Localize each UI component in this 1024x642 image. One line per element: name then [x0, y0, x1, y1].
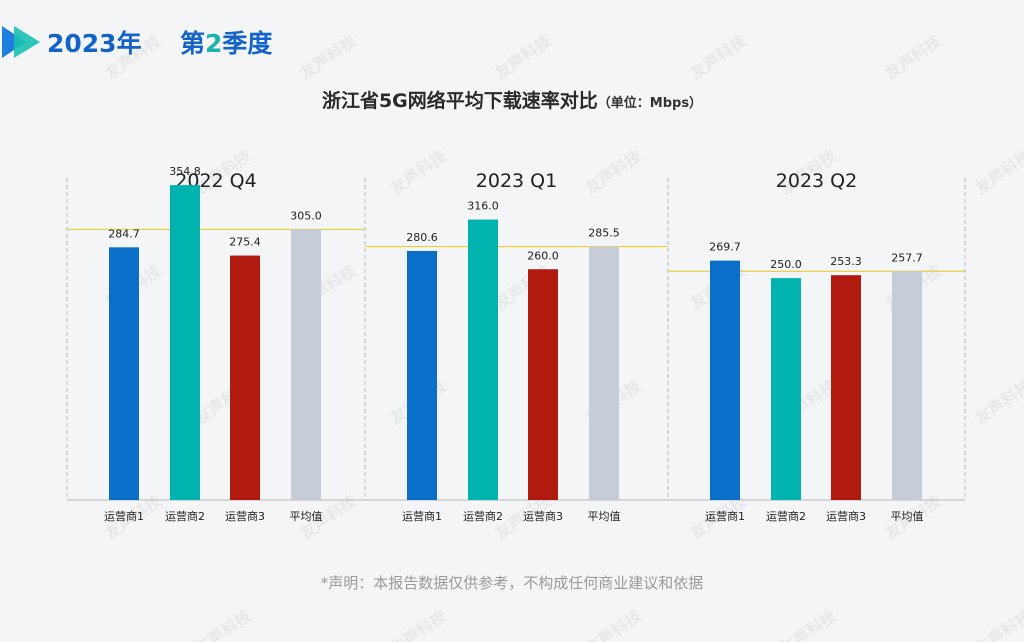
category-label: 运营商3: [826, 509, 866, 523]
category-label: 平均值: [290, 510, 323, 523]
category-label: 运营商1: [104, 509, 144, 523]
bar-value-label: 316.0: [467, 200, 499, 213]
bar-value-label: 305.0: [290, 209, 322, 222]
bar-value-label: 284.7: [108, 227, 140, 240]
bar-value-label: 250.0: [770, 258, 802, 271]
bar-value-label: 269.7: [709, 241, 741, 254]
bar-value-label: 257.7: [891, 251, 923, 264]
bar-4: [892, 271, 922, 500]
category-label: 运营商3: [523, 509, 563, 523]
chart-title: 浙江省5G网络平均下载速率对比（单位：Mbps）: [0, 86, 1024, 113]
quarter-number: 2: [205, 29, 223, 58]
bar-value-label: 275.4: [229, 236, 261, 249]
category-label: 平均值: [891, 510, 924, 523]
category-label: 运营商1: [705, 509, 745, 523]
category-label: 平均值: [588, 510, 621, 523]
category-label: 运营商1: [402, 509, 442, 523]
bar-value-label: 260.0: [527, 249, 559, 262]
panel-title: 2023 Q2: [776, 170, 857, 192]
category-label: 运营商3: [225, 509, 265, 523]
bar-3: [528, 269, 558, 500]
bar-2: [771, 278, 801, 500]
category-label: 运营商2: [766, 509, 806, 523]
bar-4: [291, 229, 321, 500]
bar-value-label: 253.3: [830, 255, 862, 268]
bar-2: [170, 185, 200, 501]
bar-1: [710, 260, 740, 500]
bar-1: [407, 250, 437, 500]
disclaimer-footnote: *声明：本报告数据仅供参考，不构成任何商业建议和依据: [320, 574, 704, 592]
quarter-suffix: 季度: [222, 29, 273, 58]
panel-title: 2023 Q1: [476, 170, 557, 192]
chart-unit: （单位：Mbps）: [597, 96, 703, 111]
bar-1: [109, 247, 139, 500]
report-quarter: 第2季度: [180, 24, 272, 60]
quarter-prefix: 第: [180, 29, 206, 58]
bar-4: [589, 246, 619, 500]
category-label: 运营商2: [463, 509, 503, 523]
chart-title-text: 浙江省5G网络平均下载速率对比: [321, 90, 598, 112]
report-year: 2023年: [47, 29, 142, 58]
bar-3: [831, 275, 861, 500]
bar-3: [230, 255, 260, 500]
bar-value-label: 285.5: [588, 227, 620, 240]
bar-value-label: 280.6: [406, 231, 438, 244]
bar-value-label: 354.8: [169, 165, 201, 178]
bar-2: [468, 219, 498, 501]
category-label: 运营商2: [165, 509, 205, 523]
play-logo-icon: [2, 26, 40, 58]
